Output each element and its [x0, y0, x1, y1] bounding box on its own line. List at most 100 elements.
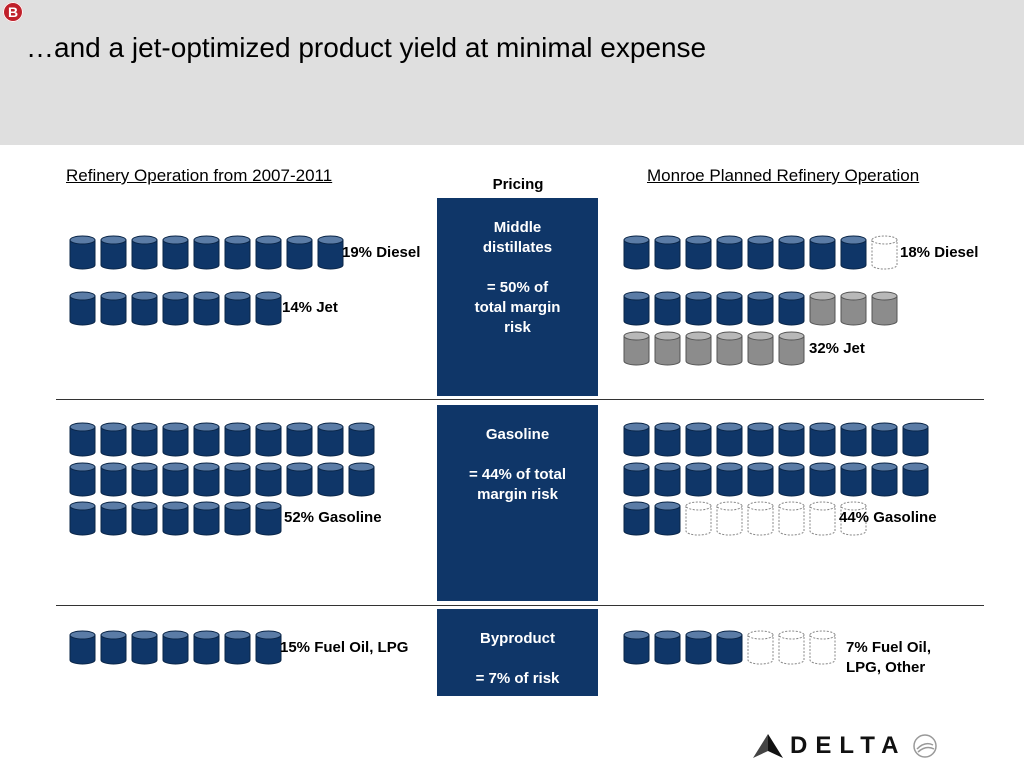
divider-line — [56, 399, 984, 400]
pricing-box-gasoline: Gasoline = 44% of total margin risk — [437, 405, 598, 601]
header-band: B …and a jet-optimized product yield at … — [0, 0, 1024, 145]
blue-barrel-icon — [193, 501, 220, 536]
page-title: …and a jet-optimized product yield at mi… — [26, 32, 707, 63]
blue-barrel-icon — [778, 422, 805, 457]
right-gasoline-label: 44% Gasoline — [839, 509, 937, 526]
blue-barrel-icon — [69, 630, 96, 665]
empty-barrel-icon — [809, 501, 836, 536]
delta-widget-icon — [753, 734, 783, 758]
gray-barrel-icon — [778, 331, 805, 366]
blue-barrel-icon — [100, 291, 127, 326]
blue-barrel-icon — [654, 501, 681, 536]
gray-barrel-icon — [654, 331, 681, 366]
blue-barrel-icon — [778, 235, 805, 270]
blue-barrel-icon — [100, 235, 127, 270]
blue-barrel-icon — [623, 422, 650, 457]
blue-barrel-icon — [623, 462, 650, 497]
blue-barrel-icon — [162, 291, 189, 326]
blue-barrel-icon — [716, 422, 743, 457]
blue-barrel-icon — [69, 501, 96, 536]
blue-barrel-icon — [809, 462, 836, 497]
right-fuel-oil-label: 7% Fuel Oil, LPG, Other — [846, 639, 932, 676]
blue-barrel-icon — [840, 462, 867, 497]
right-jet-label: 32% Jet — [809, 340, 865, 357]
empty-barrel-icon — [778, 501, 805, 536]
left-fuel-oil-label: 15% Fuel Oil, LPG — [280, 639, 409, 656]
blue-barrel-icon — [778, 291, 805, 326]
blue-barrel-icon — [902, 422, 929, 457]
blue-barrel-icon — [654, 422, 681, 457]
empty-barrel-icon — [747, 501, 774, 536]
blue-barrel-icon — [716, 235, 743, 270]
blue-barrel-icon — [193, 291, 220, 326]
left-fuel-oil-barrels — [69, 630, 282, 665]
blue-barrel-icon — [685, 291, 712, 326]
right-diesel-barrels — [623, 235, 898, 270]
blue-barrel-icon — [840, 235, 867, 270]
blue-barrel-icon — [255, 235, 282, 270]
empty-barrel-icon — [747, 630, 774, 665]
blue-barrel-icon — [623, 291, 650, 326]
blue-barrel-icon — [747, 422, 774, 457]
blue-barrel-icon — [809, 235, 836, 270]
blue-barrel-icon — [69, 235, 96, 270]
empty-barrel-icon — [685, 501, 712, 536]
pricing-box-middle-distillates: Middle distillates = 50% of total margin… — [437, 198, 598, 396]
gray-barrel-icon — [840, 291, 867, 326]
blue-barrel-icon — [286, 235, 313, 270]
blue-barrel-icon — [623, 630, 650, 665]
left-jet-label: 14% Jet — [282, 299, 338, 316]
blue-barrel-icon — [778, 462, 805, 497]
blue-barrel-icon — [654, 462, 681, 497]
gray-barrel-icon — [685, 331, 712, 366]
blue-barrel-icon — [685, 630, 712, 665]
gray-barrel-icon — [809, 291, 836, 326]
blue-barrel-icon — [255, 501, 282, 536]
blue-barrel-icon — [685, 422, 712, 457]
blue-barrel-icon — [623, 501, 650, 536]
gray-barrel-icon — [871, 291, 898, 326]
delta-logo: DELTA — [752, 726, 938, 766]
blue-barrel-icon — [716, 462, 743, 497]
left-gasoline-row-3 — [69, 501, 282, 536]
blue-barrel-icon — [255, 422, 282, 457]
blue-barrel-icon — [100, 501, 127, 536]
blue-barrel-icon — [654, 235, 681, 270]
blue-barrel-icon — [286, 462, 313, 497]
empty-barrel-icon — [716, 501, 743, 536]
pricing-box-byproduct: Byproduct = 7% of risk — [437, 609, 598, 696]
blue-barrel-icon — [747, 235, 774, 270]
blue-barrel-icon — [317, 422, 344, 457]
divider-line — [56, 605, 984, 606]
blue-barrel-icon — [685, 462, 712, 497]
gray-barrel-icon — [716, 331, 743, 366]
blue-barrel-icon — [348, 422, 375, 457]
blue-barrel-icon — [69, 462, 96, 497]
right-jet-row-2 — [623, 331, 805, 366]
blue-barrel-icon — [317, 462, 344, 497]
right-diesel-label: 18% Diesel — [900, 244, 979, 261]
blue-barrel-icon — [224, 235, 251, 270]
blue-barrel-icon — [162, 235, 189, 270]
blue-barrel-icon — [224, 422, 251, 457]
blue-barrel-icon — [654, 630, 681, 665]
blue-barrel-icon — [809, 422, 836, 457]
blue-barrel-icon — [255, 291, 282, 326]
blue-barrel-icon — [255, 462, 282, 497]
blue-barrel-icon — [162, 422, 189, 457]
blue-barrel-icon — [193, 235, 220, 270]
skyteam-seal — [913, 734, 938, 758]
pricing-box-text: Gasoline = 44% of total margin risk — [468, 426, 567, 503]
blue-barrel-icon — [162, 630, 189, 665]
pricing-label: Pricing — [492, 176, 544, 193]
pricing-box-text: Byproduct = 7% of risk — [475, 630, 560, 687]
blue-barrel-icon — [100, 422, 127, 457]
blue-barrel-icon — [716, 630, 743, 665]
blue-barrel-icon — [69, 291, 96, 326]
blue-barrel-icon — [224, 462, 251, 497]
blue-barrel-icon — [348, 462, 375, 497]
blue-barrel-icon — [131, 291, 158, 326]
blue-barrel-icon — [747, 462, 774, 497]
right-section-title: Monroe Planned Refinery Operation — [647, 166, 920, 185]
blue-barrel-icon — [871, 422, 898, 457]
